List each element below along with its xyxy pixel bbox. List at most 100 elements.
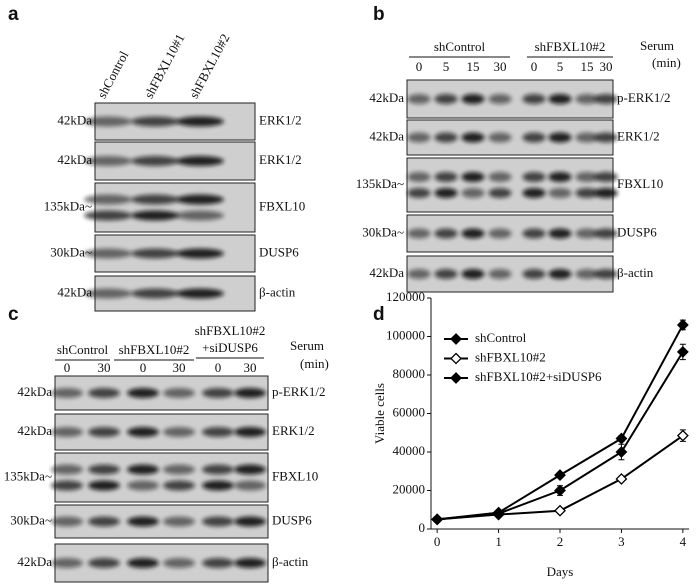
band	[88, 464, 120, 475]
band	[127, 388, 159, 398]
band	[127, 464, 159, 475]
unit-label: (min)	[652, 55, 681, 70]
lane-label: shFBXL10#1	[141, 31, 187, 101]
time-label: 0	[416, 59, 423, 74]
band	[176, 156, 224, 166]
band	[202, 480, 234, 491]
band	[131, 156, 179, 166]
band	[434, 228, 458, 239]
group-label: shFBXL10#2	[535, 39, 606, 54]
band	[163, 388, 195, 398]
band	[131, 288, 179, 299]
data-point	[676, 319, 689, 331]
time-label: 30	[600, 59, 613, 74]
time-label: 15	[467, 59, 480, 74]
band	[522, 172, 546, 182]
blot	[406, 157, 614, 213]
y-axis-title: Viable cells	[372, 383, 387, 444]
band	[234, 558, 266, 568]
band	[407, 132, 431, 143]
legend-label: shFBXL10#2+siDUSP6	[475, 369, 602, 384]
band	[522, 188, 546, 198]
band	[575, 269, 599, 279]
band	[127, 427, 159, 437]
data-point	[676, 429, 689, 442]
mw-marker: 135kDa~	[356, 176, 404, 191]
band	[488, 228, 512, 239]
group-label: shFBXL10#2	[195, 323, 266, 338]
band	[202, 464, 234, 475]
data-point	[554, 484, 566, 497]
mw-marker: 42kDa	[57, 152, 92, 167]
band	[127, 480, 159, 491]
band	[594, 132, 618, 143]
protein-label: p-ERK1/2	[272, 384, 325, 399]
time-label: 5	[557, 59, 564, 74]
band	[575, 172, 599, 182]
mw-marker: 42kDa	[17, 384, 52, 399]
data-point	[615, 473, 628, 485]
band	[594, 94, 618, 104]
blot	[94, 182, 256, 233]
band	[163, 427, 195, 437]
band	[131, 194, 179, 205]
band	[88, 480, 120, 491]
band	[548, 228, 572, 239]
group-label: shFBXL10#2	[119, 342, 190, 357]
legend-marker	[450, 372, 462, 384]
band	[434, 132, 458, 143]
protein-label: DUSP6	[272, 512, 312, 527]
y-tick-label: 40000	[393, 443, 426, 458]
time-label: 30	[244, 360, 257, 375]
band	[84, 116, 132, 127]
band	[51, 516, 83, 527]
band	[176, 248, 224, 259]
band	[127, 516, 159, 527]
band	[407, 228, 431, 239]
unit-label: (min)	[300, 356, 329, 371]
band	[548, 269, 572, 279]
band	[548, 172, 572, 182]
band	[234, 464, 266, 475]
protein-label: FBXL10	[272, 468, 318, 483]
band	[202, 558, 234, 568]
band	[176, 194, 224, 205]
protein-label: ERK1/2	[259, 112, 302, 127]
band	[594, 188, 618, 198]
band	[163, 558, 195, 568]
y-tick-label: 60000	[393, 404, 426, 419]
band	[88, 427, 120, 437]
x-tick-label: 1	[495, 534, 502, 549]
band	[234, 480, 266, 491]
lane-label: shFBXL10#2	[186, 31, 232, 101]
mw-marker: 135kDa~	[4, 468, 52, 483]
band	[548, 132, 572, 143]
band	[407, 172, 431, 182]
band	[434, 172, 458, 182]
mw-marker: 42kDa	[57, 284, 92, 299]
band	[51, 480, 83, 491]
band	[176, 288, 224, 299]
protein-label: ERK1/2	[272, 423, 315, 438]
y-tick-label: 20000	[393, 481, 426, 496]
band	[461, 172, 485, 182]
band	[131, 116, 179, 127]
time-label: 0	[215, 360, 222, 375]
band	[594, 269, 618, 279]
time-label: 15	[581, 59, 594, 74]
mw-marker: 30kDa~	[362, 224, 404, 239]
data-point	[615, 446, 628, 458]
band	[51, 427, 83, 437]
panel-label: a	[8, 4, 19, 25]
time-label: 30	[98, 360, 111, 375]
data-point	[492, 507, 505, 520]
band	[575, 188, 599, 198]
protein-label: DUSP6	[259, 244, 299, 259]
x-tick-label: 3	[618, 534, 625, 549]
band	[575, 94, 599, 104]
band	[202, 516, 234, 527]
protein-label: FBXL10	[617, 176, 663, 191]
y-tick-label: 120000	[386, 289, 425, 304]
band	[234, 427, 266, 437]
